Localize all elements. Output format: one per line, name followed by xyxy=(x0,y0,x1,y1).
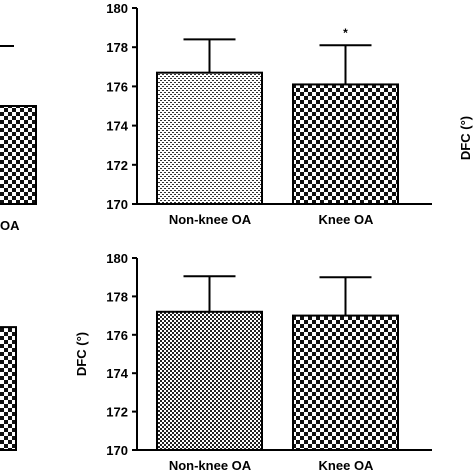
y-tick-label: 178 xyxy=(106,40,128,55)
cropped-bar xyxy=(0,105,37,205)
y-tick-label: 176 xyxy=(106,79,128,94)
bar-non-knee-oa xyxy=(156,71,263,206)
category-label: Non-knee OA xyxy=(169,212,252,227)
category-label: Knee OA xyxy=(319,212,375,227)
bar-non-knee-oa xyxy=(156,310,263,452)
y-tick-label: 176 xyxy=(106,328,128,343)
y-tick-label: 180 xyxy=(106,251,128,266)
y-tick-label: 174 xyxy=(106,366,128,381)
bar-knee-oa xyxy=(292,314,399,451)
y-tick-label: 170 xyxy=(106,443,128,458)
y-tick-label: 172 xyxy=(106,405,128,420)
y-axis-label: DFC (°) xyxy=(74,332,89,376)
cropped-category-label: OA xyxy=(0,218,20,233)
y-tick-label: 180 xyxy=(106,1,128,16)
bar-knee-oa xyxy=(292,83,399,205)
y-tick-label: 172 xyxy=(106,158,128,173)
significance-marker: * xyxy=(343,26,348,40)
y-tick-label: 170 xyxy=(106,197,128,212)
side-axis-label: DFC (°) xyxy=(458,116,473,160)
category-label: Non-knee OA xyxy=(169,458,252,473)
y-tick-label: 174 xyxy=(106,119,128,134)
y-tick-label: 178 xyxy=(106,289,128,304)
cropped-bar xyxy=(0,326,17,451)
category-label: Knee OA xyxy=(319,458,375,473)
